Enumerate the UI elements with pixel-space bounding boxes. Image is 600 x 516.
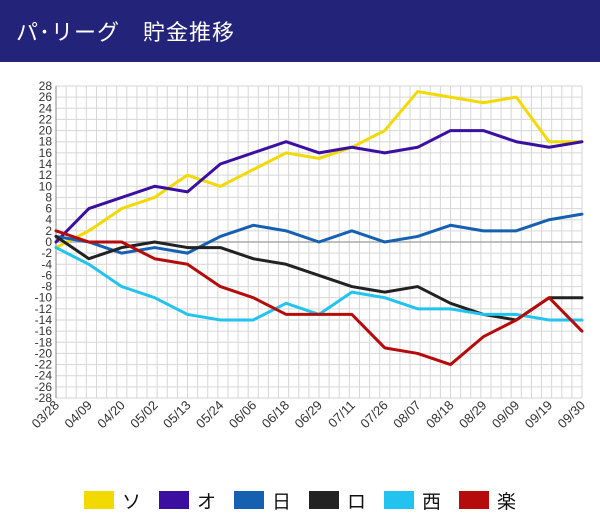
y-tick-label: 0: [45, 235, 52, 249]
x-tick-label: 07/26: [357, 398, 391, 432]
legend-label-softbank: ソ: [121, 490, 141, 513]
x-tick-label: 04/09: [61, 398, 95, 432]
x-tick-label: 07/11: [325, 398, 358, 431]
x-tick-label: 05/02: [127, 398, 161, 432]
legend-item-nippon-ham: 日: [233, 487, 291, 514]
x-tick-label: 09/09: [489, 398, 523, 432]
y-tick-label: 4: [45, 213, 52, 227]
legend-swatch-lotte: [309, 491, 339, 509]
x-tick-label: 03/28: [29, 398, 63, 432]
y-tick-label: -12: [35, 302, 53, 316]
y-tick-label: -16: [35, 324, 53, 338]
x-tick-label: 08/29: [456, 398, 490, 432]
legend-label-seibu: 西: [422, 490, 442, 513]
legend-swatch-softbank: [83, 491, 114, 509]
y-tick-label: 20: [39, 124, 53, 138]
chart-legend: ソ オ 日 ロ 西 楽: [0, 484, 600, 516]
y-tick-label: 12: [39, 168, 53, 182]
x-tick-label: 09/19: [522, 398, 556, 432]
series-line-2: [54, 212, 584, 255]
legend-swatch-orix: [158, 491, 189, 509]
x-tick-label: 09/30: [555, 398, 589, 432]
y-tick-label: 22: [39, 112, 53, 126]
y-tick-label: -2: [41, 246, 52, 260]
y-tick-label: -6: [41, 268, 52, 282]
y-tick-label: 28: [39, 79, 53, 93]
y-tick-label: 16: [39, 146, 53, 160]
x-tick-label: 05/13: [160, 398, 194, 432]
legend-label-lotte: ロ: [347, 490, 367, 513]
x-tick-label: 06/29: [292, 398, 326, 432]
y-tick-label: -4: [41, 257, 52, 271]
legend-swatch-nippon-ham: [233, 491, 264, 509]
series-line-5: [54, 229, 584, 367]
y-tick-label: 14: [39, 157, 53, 171]
series-line-1: [54, 129, 584, 244]
legend-swatch-rakuten: [459, 491, 490, 509]
x-tick-label: 06/06: [226, 398, 260, 432]
x-tick-label: 06/18: [259, 398, 293, 432]
y-tick-label: 8: [45, 190, 52, 204]
y-tick-label: -22: [35, 358, 53, 372]
x-tick-label: 04/20: [94, 398, 128, 432]
page-title: パ･リーグ 貯金推移: [16, 21, 236, 46]
x-tick-label: 08/07: [390, 398, 424, 432]
legend-item-rakuten: 楽: [459, 487, 516, 514]
y-tick-label: -8: [41, 280, 52, 294]
y-tick-label: 26: [39, 90, 53, 104]
y-tick-label: 24: [39, 101, 53, 115]
x-tick-label: 05/24: [193, 398, 227, 432]
y-tick-label: -20: [35, 346, 53, 360]
y-tick-label: 6: [45, 202, 52, 216]
standings-chart: 2826242220181614121086420-2-4-6-8-10-12-…: [29, 79, 589, 432]
legend-swatch-seibu: [384, 491, 415, 509]
legend-item-orix: オ: [158, 487, 216, 514]
legend-label-orix: オ: [196, 490, 216, 513]
series-line-0: [54, 90, 584, 250]
y-tick-label: -14: [35, 313, 53, 327]
y-tick-label: -18: [35, 335, 53, 349]
header-bar: パ･リーグ 貯金推移: [0, 0, 600, 62]
series-line-3: [54, 234, 584, 322]
y-tick-label: -24: [35, 369, 53, 383]
legend-item-lotte: ロ: [309, 487, 366, 514]
legend-label-rakuten: 楽: [497, 490, 517, 513]
y-tick-label: -10: [35, 291, 53, 305]
y-tick-label: -28: [35, 391, 53, 405]
y-tick-label: 2: [45, 224, 52, 238]
legend-item-softbank: ソ: [83, 487, 141, 514]
y-tick-label: 10: [39, 179, 53, 193]
x-tick-label: 08/18: [423, 398, 457, 432]
y-tick-label: -26: [35, 380, 53, 394]
y-tick-label: 18: [39, 135, 53, 149]
legend-label-nippon-ham: 日: [271, 490, 291, 513]
legend-item-seibu: 西: [384, 487, 441, 514]
